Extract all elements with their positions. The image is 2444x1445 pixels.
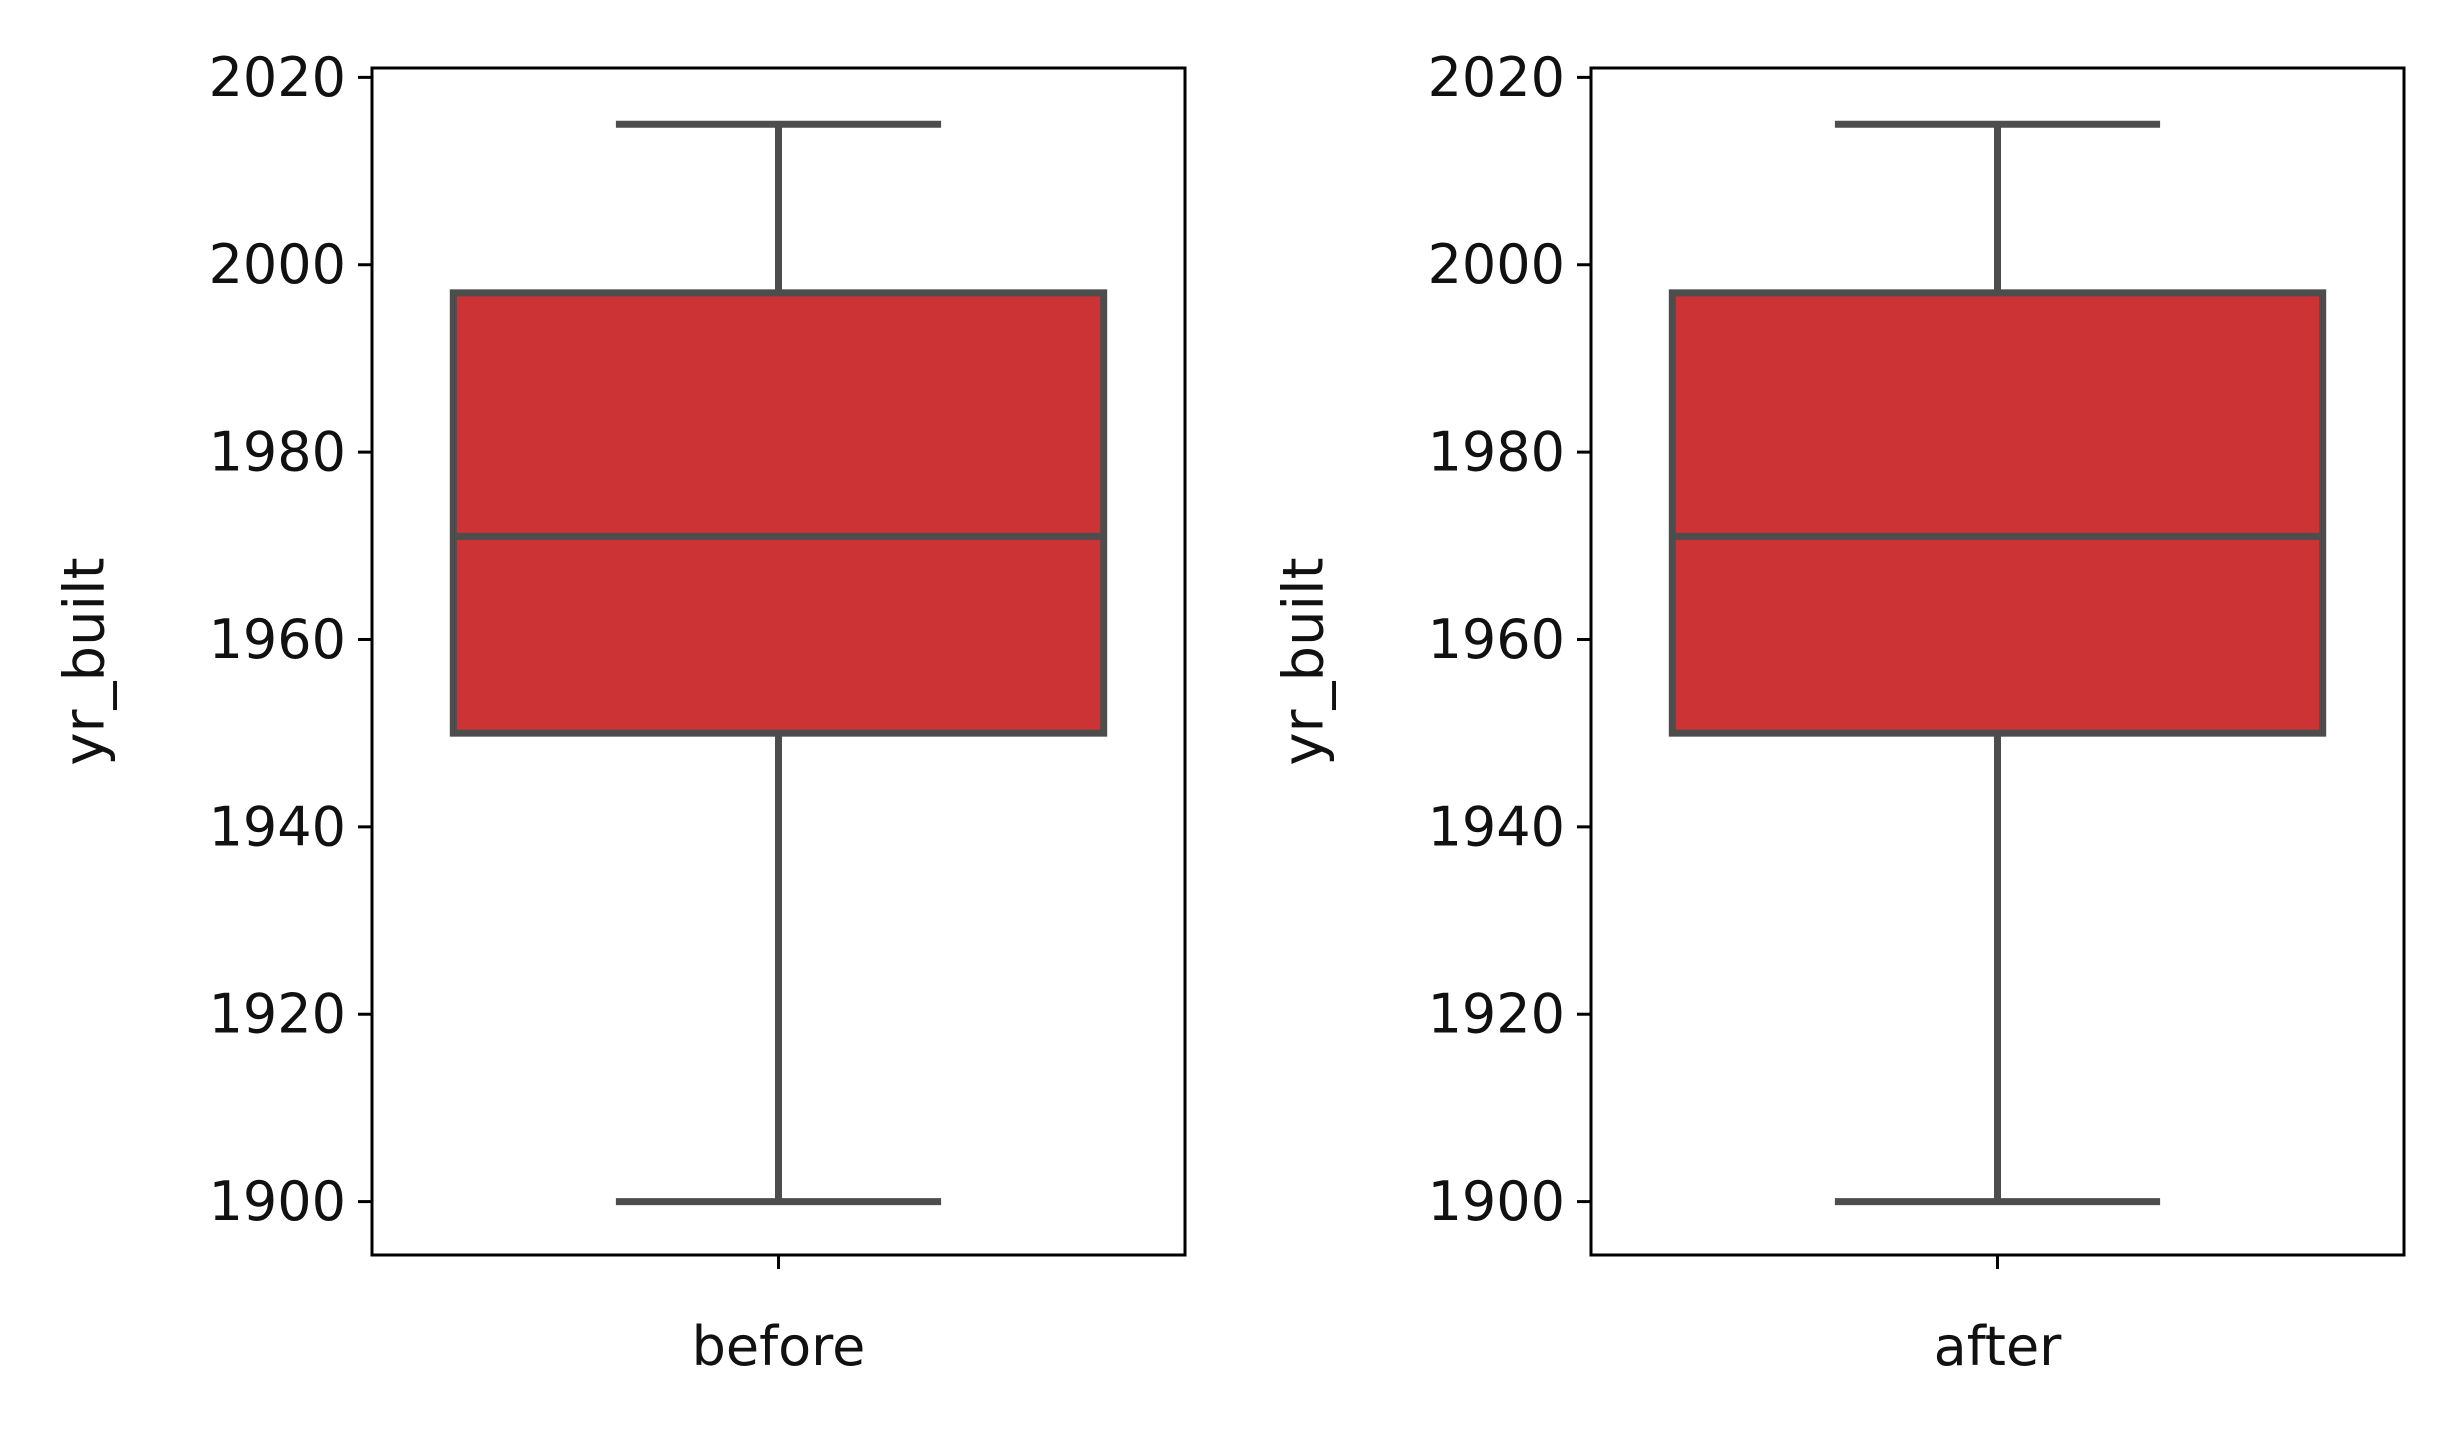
y-tick-label: 2020	[1428, 46, 1565, 109]
y-tick-label: 1920	[209, 983, 346, 1046]
y-tick-label: 1920	[1428, 983, 1565, 1046]
iqr-box	[1668, 289, 2327, 737]
y-tick-label: 1980	[209, 421, 346, 484]
subplot-before: 1900 1920 1940 1960 1980 2000 2020 yr_builtbefo…	[53, 46, 1187, 1378]
x-tick-label: after	[1934, 1315, 2063, 1378]
y-tick-label: 1900	[209, 1170, 346, 1233]
y-axis-label: yr_built	[53, 557, 118, 765]
iqr-box	[449, 289, 1108, 737]
y-tick-label: 1960	[1428, 608, 1565, 671]
y-tick-label: 1960	[209, 608, 346, 671]
y-tick-label: 1940	[209, 795, 346, 858]
y-axis-label: yr_built	[1272, 557, 1337, 765]
y-tick-label: 2000	[209, 233, 346, 296]
subplot-after: 1900 1920 1940 1960 1980 2000 2020 yr_builtafte…	[1272, 46, 2406, 1378]
y-tick-label: 2000	[1428, 233, 1565, 296]
x-tick-label: before	[692, 1315, 866, 1378]
y-tick-label: 1900	[1428, 1170, 1565, 1233]
y-tick-label: 1980	[1428, 421, 1565, 484]
y-tick-label: 1940	[1428, 795, 1565, 858]
y-tick-label: 2020	[209, 46, 346, 109]
